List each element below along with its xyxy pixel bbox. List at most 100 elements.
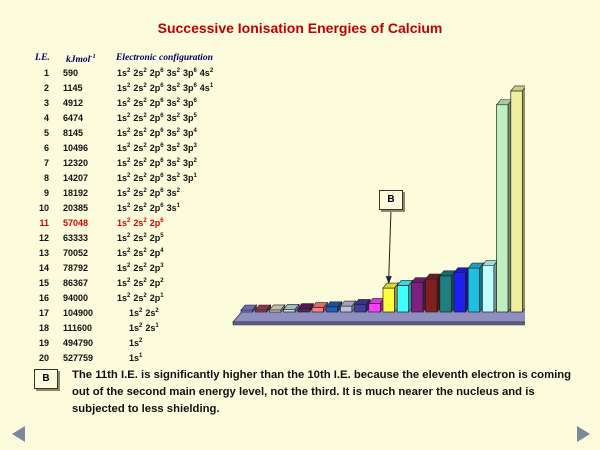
bar-side-3 <box>280 304 286 313</box>
header-config: Electronic configuration <box>116 53 213 63</box>
orbital-electron-count: 6 <box>160 158 164 164</box>
orbital-label: 3s <box>166 83 177 93</box>
orbital-label: 2s <box>133 203 144 213</box>
orbital-electron-count: 2 <box>176 143 180 149</box>
orbital-label: 3s <box>166 98 177 108</box>
electronic-configuration: 1s1 <box>129 351 142 366</box>
bar-11 <box>382 287 395 313</box>
orbital-label: 3s <box>166 203 177 213</box>
electronic-configuration: 1s2 2s2 2p6 3s2 3p2 <box>117 156 197 171</box>
orbital-label: 1s <box>129 323 140 333</box>
bar-5 <box>297 308 310 313</box>
bar-side-1 <box>252 304 257 313</box>
orbital-electron-count: 2 <box>127 248 131 254</box>
ie-value: 14207 <box>63 173 89 183</box>
orbital-electron-count: 2 <box>176 188 180 194</box>
ie-number: 7 <box>43 158 49 168</box>
orbital-electron-count: 2 <box>176 68 180 74</box>
ie-value: 111600 <box>63 323 93 333</box>
orbital-electron-count: 2 <box>127 68 131 74</box>
orbital-electron-count: 2 <box>127 293 131 299</box>
orbital-label: 2p <box>149 68 161 78</box>
orbital-label: 2s <box>133 188 144 198</box>
orbital-label: 2s <box>133 218 144 228</box>
orbital-electron-count: 2 <box>143 143 147 149</box>
orbital-label: 3p <box>182 158 194 168</box>
orbital-electron-count: 2 <box>139 338 143 344</box>
electronic-configuration: 1s2 2s2 2p6 3s2 3p6 4s1 <box>117 81 213 96</box>
orbital-electron-count: 4 <box>193 128 197 134</box>
orbital-electron-count: 2 <box>143 158 147 164</box>
electronic-configuration: 1s2 2s2 2p6 3s2 3p6 4s2 <box>117 66 213 81</box>
orbital-label: 3p <box>182 68 194 78</box>
orbital-label: 2s <box>133 158 144 168</box>
electronic-configuration: 1s2 2s2 2p2 <box>117 276 164 291</box>
orbital-electron-count: 1 <box>193 173 197 179</box>
orbital-label: 2s <box>133 128 144 138</box>
orbital-electron-count: 2 <box>127 188 131 194</box>
orbital-electron-count: 2 <box>127 98 131 104</box>
orbital-electron-count: 6 <box>160 218 164 224</box>
table-row: 19 494790 1s2 <box>33 336 273 351</box>
orbital-electron-count: 2 <box>143 68 147 74</box>
bar-17 <box>467 267 481 313</box>
orbital-label: 3p <box>182 113 194 123</box>
orbital-electron-count: 2 <box>127 128 131 134</box>
orbital-electron-count: 2 <box>127 278 131 284</box>
bar-8 <box>340 305 353 313</box>
bar-10 <box>368 303 381 313</box>
bar-15 <box>439 275 452 313</box>
orbital-electron-count: 6 <box>160 83 164 89</box>
next-slide-icon[interactable] <box>577 426 590 442</box>
ie-value: 10496 <box>63 143 89 153</box>
ie-value: 94000 <box>63 293 89 303</box>
orbital-label: 3s <box>166 158 177 168</box>
ie-number: 8 <box>43 173 49 183</box>
orbital-label: 2s <box>133 278 144 288</box>
table-row: 2 1145 1s2 2s2 2p6 3s2 3p6 4s1 <box>33 81 273 96</box>
ie-value: 527759 <box>63 353 94 363</box>
orbital-label: 1s <box>117 113 128 123</box>
orbital-electron-count: 3 <box>160 263 164 269</box>
orbital-electron-count: 1 <box>160 293 164 299</box>
orbital-label: 2p <box>149 113 161 123</box>
annotation-arrow-line <box>388 208 392 279</box>
ie-number: 12 <box>38 233 49 243</box>
header-unit-text: kJmol <box>66 55 91 66</box>
ie-number: 3 <box>43 98 49 108</box>
orbital-electron-count: 2 <box>127 203 131 209</box>
electronic-configuration: 1s2 2s2 2p6 3s2 3p4 <box>117 126 197 141</box>
orbital-electron-count: 6 <box>160 68 164 74</box>
electronic-configuration: 1s2 2s2 2p6 3s2 3p1 <box>117 171 197 186</box>
orbital-label: 3s <box>166 188 177 198</box>
orbital-electron-count: 6 <box>160 98 164 104</box>
ie-number: 9 <box>43 188 49 198</box>
annotation-arrow-head <box>385 276 392 285</box>
previous-slide-icon[interactable] <box>12 426 25 442</box>
orbital-label: 4s <box>199 68 210 78</box>
bar-side-20 <box>521 87 525 313</box>
orbital-label: 1s <box>117 188 128 198</box>
bar-16 <box>453 272 466 313</box>
orbital-electron-count: 2 <box>176 113 180 119</box>
bar-13 <box>411 282 424 313</box>
orbital-label: 2p <box>149 173 161 183</box>
orbital-electron-count: 2 <box>143 233 147 239</box>
bar-top-20 <box>510 85 525 92</box>
bar-4 <box>283 308 296 313</box>
ie-value: 70052 <box>63 248 89 258</box>
orbital-electron-count: 2 <box>143 83 147 89</box>
orbital-label: 1s <box>117 293 128 303</box>
orbital-label: 1s <box>117 218 128 228</box>
electronic-configuration: 1s2 2s2 2p1 <box>117 291 164 306</box>
ie-number: 5 <box>43 128 49 138</box>
ie-number: 6 <box>43 143 49 153</box>
ie-value: 57048 <box>63 218 89 228</box>
orbital-electron-count: 2 <box>209 68 214 74</box>
table-row: 16 94000 1s2 2s2 2p1 <box>33 291 273 306</box>
orbital-electron-count: 2 <box>176 83 180 89</box>
orbital-label: 2p <box>149 158 161 168</box>
orbital-label: 3s <box>166 128 177 138</box>
electronic-configuration: 1s2 2s2 2p6 <box>117 216 164 231</box>
orbital-label: 3p <box>182 128 194 138</box>
